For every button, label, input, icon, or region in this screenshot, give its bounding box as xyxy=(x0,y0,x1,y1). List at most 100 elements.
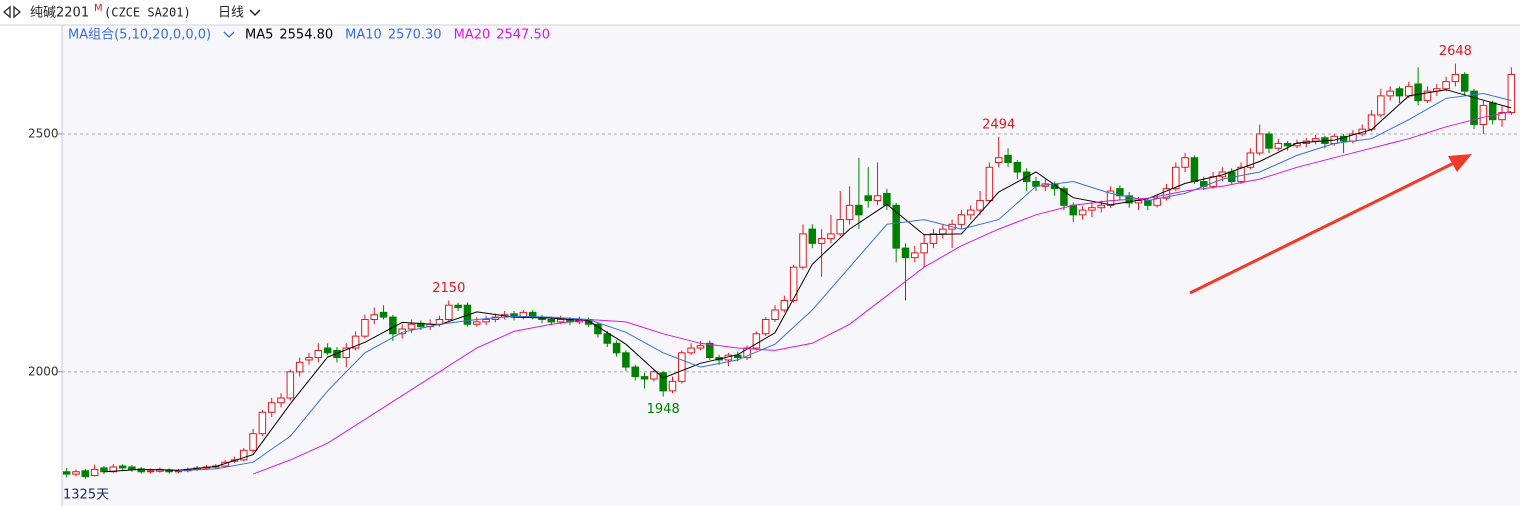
plot: 2000 2500 2150 1948 2494 2648 1325天 xyxy=(28,44,1520,503)
candle-body xyxy=(305,357,313,361)
candle xyxy=(379,305,388,320)
candle-body xyxy=(985,166,994,202)
candle-body xyxy=(939,228,947,235)
candle xyxy=(668,376,677,394)
candle xyxy=(612,340,621,357)
candle xyxy=(1498,106,1506,127)
candle-body xyxy=(109,466,118,473)
candle xyxy=(855,157,863,230)
candle-body xyxy=(1414,83,1422,102)
candle xyxy=(454,302,462,311)
candle-body xyxy=(1181,157,1189,168)
exchange: (CZCE SA201) xyxy=(104,6,191,20)
candle-body xyxy=(957,214,966,225)
candle xyxy=(90,464,99,477)
header-icon[interactable] xyxy=(2,5,22,19)
candle-body xyxy=(892,204,900,249)
legend: MA5 2554.80 MA10 2570.30 MA20 2547.50 xyxy=(245,28,550,43)
candle-body xyxy=(1283,142,1292,147)
candle xyxy=(1377,88,1385,118)
candle-body xyxy=(855,204,863,216)
candle-body xyxy=(1153,197,1161,206)
candle xyxy=(799,224,807,270)
candle xyxy=(1386,86,1394,101)
candle-body xyxy=(976,200,984,211)
candle-body xyxy=(780,299,789,311)
candle-body xyxy=(1265,133,1273,149)
period[interactable]: 日线 xyxy=(218,6,244,21)
candle-body xyxy=(668,380,677,392)
candle-body xyxy=(789,266,798,301)
candle-body xyxy=(622,352,630,368)
candle xyxy=(323,343,332,356)
candle-body xyxy=(1395,88,1404,97)
candle xyxy=(752,331,761,351)
candle xyxy=(603,330,612,348)
candle-body xyxy=(659,372,667,392)
candle xyxy=(687,343,695,356)
candle xyxy=(1106,186,1115,208)
candle-body xyxy=(799,233,807,268)
candle-body xyxy=(1442,81,1450,90)
candle-body xyxy=(1060,188,1068,206)
candle xyxy=(659,370,667,397)
candle-body xyxy=(1498,112,1506,121)
candle-body xyxy=(771,309,779,320)
candle xyxy=(370,307,378,325)
candle xyxy=(1153,194,1161,208)
candle xyxy=(249,428,257,453)
candle-body xyxy=(128,466,136,470)
candle xyxy=(1423,86,1432,104)
switch-icon[interactable] xyxy=(2,5,22,19)
candle-body xyxy=(249,433,257,451)
candle xyxy=(761,317,770,337)
legend-name: MA5 xyxy=(245,28,273,43)
candle xyxy=(1088,202,1096,218)
extreme-label: 2150 xyxy=(432,281,465,296)
candle-body xyxy=(370,314,378,320)
candle xyxy=(1116,185,1124,201)
candle-body xyxy=(929,233,938,244)
candle-body xyxy=(379,311,388,318)
candle xyxy=(1442,76,1450,92)
candle-body xyxy=(286,371,295,399)
candle-body xyxy=(1405,85,1413,97)
candle-body xyxy=(808,228,817,244)
candle-body xyxy=(1013,161,1022,173)
candle-body xyxy=(1237,166,1245,183)
candle xyxy=(1246,148,1255,170)
candle-body xyxy=(1274,142,1283,149)
candle-body xyxy=(650,371,658,380)
candle xyxy=(295,357,304,377)
candle xyxy=(333,347,341,363)
candle-body xyxy=(547,318,556,323)
candle-body xyxy=(920,242,928,254)
candle xyxy=(1255,124,1264,156)
candle-body xyxy=(90,468,99,477)
candle xyxy=(966,205,975,220)
candle-body xyxy=(1479,104,1488,125)
ma-group[interactable]: MA组合(5,10,20,0,0,0) xyxy=(68,28,211,43)
candle xyxy=(845,186,854,225)
candle xyxy=(678,350,686,384)
candle-body xyxy=(640,376,649,380)
period-chevron[interactable] xyxy=(249,9,261,17)
candle xyxy=(957,210,966,230)
candle xyxy=(920,233,928,268)
ma-chevron[interactable] xyxy=(223,31,235,38)
candle xyxy=(706,340,714,360)
candle-body xyxy=(883,192,891,206)
candle-body xyxy=(743,347,751,359)
candle xyxy=(128,465,136,472)
candle-body xyxy=(1144,200,1152,206)
candle-body xyxy=(612,342,621,354)
candle xyxy=(1013,160,1022,180)
candle xyxy=(789,264,798,303)
candle-body xyxy=(845,204,854,221)
extreme-label: 2494 xyxy=(982,117,1015,132)
candle-body xyxy=(1078,209,1087,216)
candle-body xyxy=(361,318,369,337)
candle-body xyxy=(295,361,304,373)
candle-body xyxy=(1162,188,1171,199)
candle xyxy=(1078,206,1087,220)
